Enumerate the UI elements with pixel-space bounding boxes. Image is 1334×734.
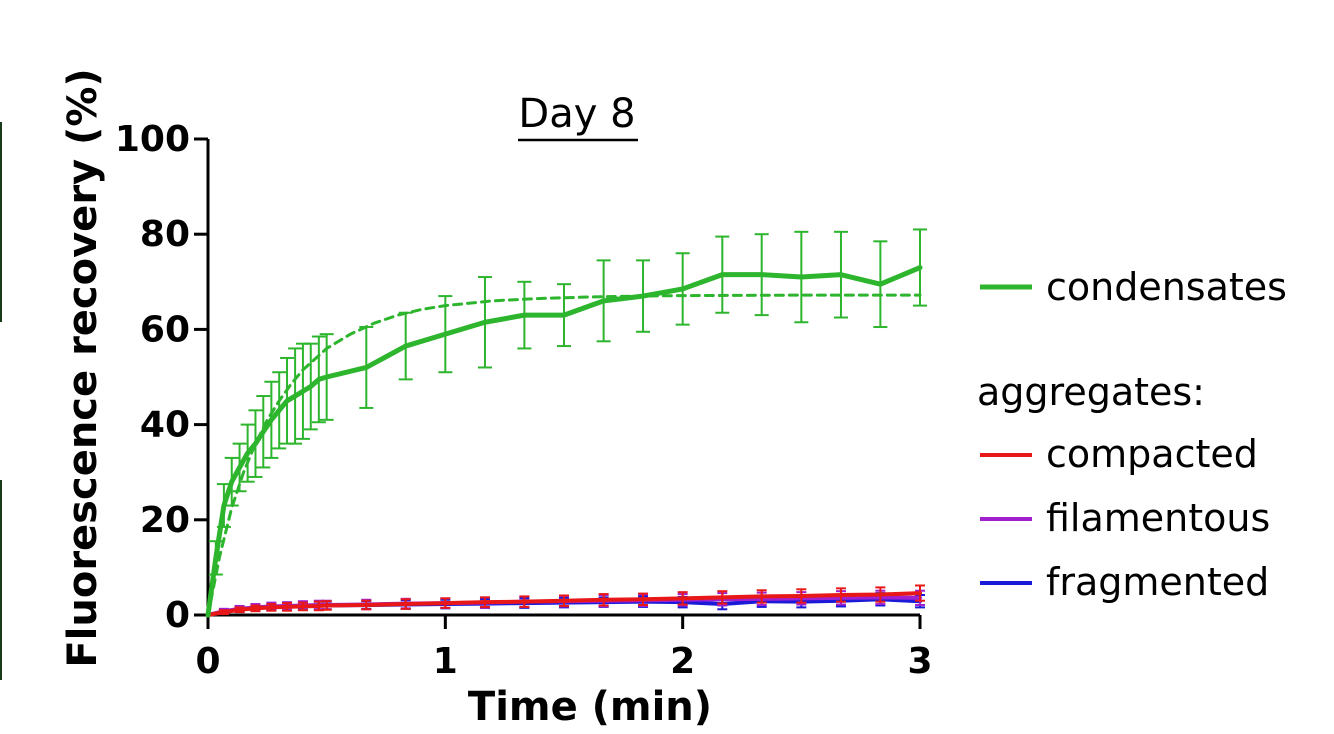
x-tick-label: 0 (195, 641, 220, 682)
line-condensates (205, 265, 923, 618)
series-condensates (205, 228, 927, 618)
plot-area (205, 228, 927, 618)
legend-label-fragmented: fragmented (1046, 560, 1269, 604)
legend: condensates aggregates: compacted filame… (977, 265, 1287, 604)
series-compacted (206, 584, 925, 617)
y-tick-label: 80 (140, 214, 190, 255)
y-tick-label: 40 (140, 405, 190, 446)
x-tick-label: 2 (670, 641, 695, 682)
y-tick-label: 20 (140, 500, 190, 541)
y-tick-label: 100 (115, 119, 190, 160)
legend-label-condensates: condensates (1046, 265, 1287, 309)
y-tick-label: 0 (165, 595, 190, 636)
y-tick-label: 60 (140, 309, 190, 350)
legend-group-label: aggregates: (977, 370, 1205, 414)
chart-title: Day 8 (518, 91, 635, 137)
series-condensates-fit (206, 293, 922, 617)
legend-label-filamentous: filamentous (1046, 496, 1270, 540)
x-axis: 0 1 2 3 (195, 613, 933, 682)
line-condensates-fit (206, 293, 922, 617)
line-compacted (206, 591, 922, 617)
legend-label-compacted: compacted (1046, 432, 1258, 476)
y-axis: 0 20 40 60 80 100 (115, 119, 210, 636)
x-tick-label: 3 (907, 641, 932, 682)
x-tick-label: 1 (433, 641, 458, 682)
x-axis-label: Time (min) (468, 684, 712, 730)
y-axis-label: Fluorescence recovery (%) (60, 68, 106, 667)
